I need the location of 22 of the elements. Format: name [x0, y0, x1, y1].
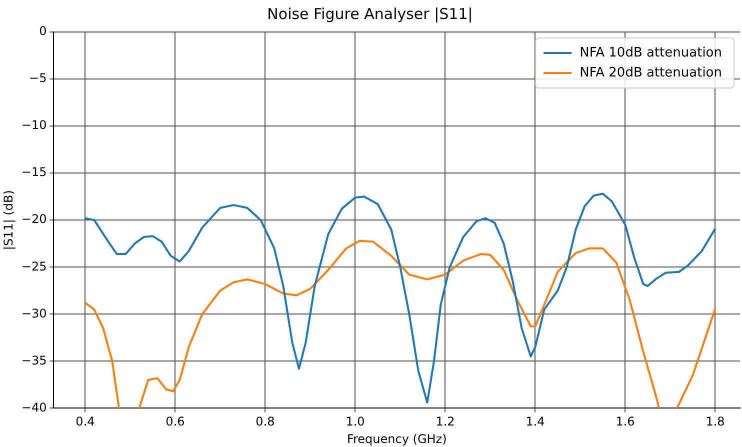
y-tick-label: 0	[39, 24, 47, 38]
chart-title: Noise Figure Analyser |S11|	[267, 4, 473, 23]
y-tick-label: −40	[21, 400, 47, 414]
x-tick-label: 1.6	[616, 414, 635, 429]
legend-label: NFA 10dB attenuation	[580, 45, 722, 60]
x-axis-title: Frequency (GHz)	[346, 432, 447, 446]
x-tick-label: 1.2	[436, 414, 455, 429]
y-axis-title: |S11| (dB)	[1, 190, 16, 250]
y-tick-label: −25	[21, 259, 47, 274]
y-tick-label: −30	[21, 306, 47, 320]
y-tick-label: −20	[21, 212, 47, 226]
x-tick-label: 0.8	[256, 414, 275, 429]
x-tick-label: 1.8	[706, 414, 725, 429]
y-tick-label: −15	[21, 165, 47, 180]
x-tick-label: 0.4	[76, 414, 95, 429]
x-tick-label: 0.6	[166, 414, 185, 429]
y-tick-label: −5	[29, 71, 47, 86]
y-tick-label: −35	[21, 353, 47, 368]
x-tick-label: 1.4	[526, 414, 545, 429]
x-tick-label: 1.0	[346, 414, 365, 429]
legend-label: NFA 20dB attenuation	[580, 65, 722, 80]
y-tick-label: −10	[21, 118, 47, 132]
